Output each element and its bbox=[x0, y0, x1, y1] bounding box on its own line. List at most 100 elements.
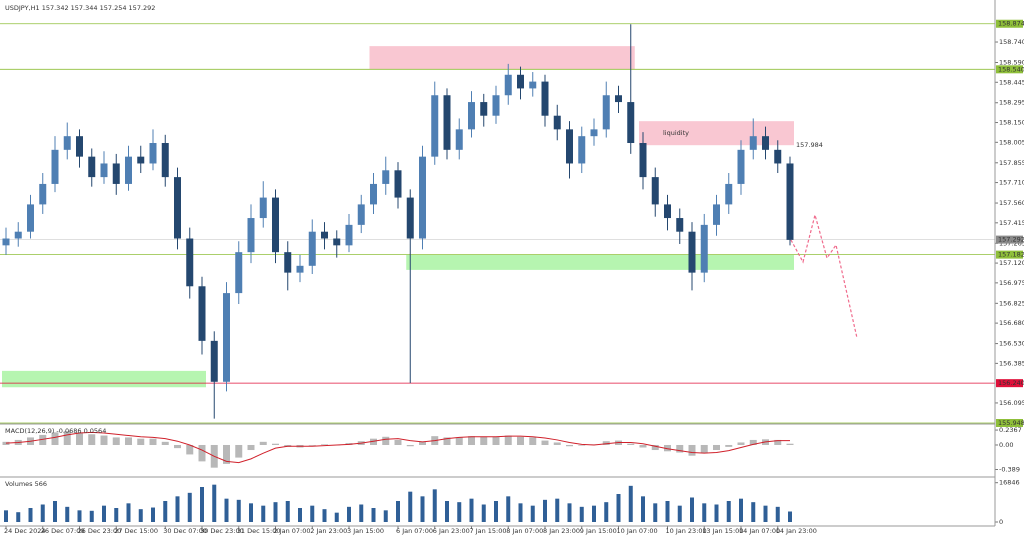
volume-bar bbox=[273, 502, 278, 522]
zone-label: liquidity bbox=[663, 129, 689, 137]
y-tick-label: 0.00 bbox=[999, 441, 1013, 449]
x-tick-label: 8 Jan 23:00 bbox=[543, 527, 580, 535]
volume-bar bbox=[690, 497, 694, 522]
volume-bar bbox=[200, 487, 204, 522]
level-label: 157.182 bbox=[998, 251, 1024, 259]
y-tick-label: 157.120 bbox=[999, 259, 1024, 267]
candle-body bbox=[76, 136, 83, 157]
macd-bar bbox=[149, 438, 157, 445]
candle-body bbox=[443, 95, 451, 150]
volume-bar bbox=[726, 501, 731, 522]
candle-body bbox=[137, 156, 145, 164]
macd-bar bbox=[419, 441, 426, 445]
x-tick-label: 27 Dec 15:00 bbox=[114, 527, 158, 535]
volume-bar bbox=[604, 502, 609, 522]
candle-body bbox=[725, 183, 733, 205]
candle-body bbox=[492, 95, 500, 116]
candle-body bbox=[590, 129, 598, 137]
volume-bar bbox=[334, 512, 339, 522]
volume-bar bbox=[677, 505, 682, 522]
y-tick-label: 156.095 bbox=[999, 399, 1024, 407]
x-tick-label: 24 Dec 2024 bbox=[4, 527, 46, 535]
candle-body bbox=[247, 218, 255, 253]
macd-bar bbox=[553, 442, 561, 445]
candle-body bbox=[210, 340, 218, 382]
x-tick-label: 26 Dec 23:00 bbox=[78, 527, 122, 535]
candle-body bbox=[382, 170, 390, 184]
candle-body bbox=[198, 286, 206, 341]
volume-bar bbox=[102, 505, 106, 522]
volume-bar bbox=[261, 505, 266, 522]
macd-bar bbox=[480, 436, 488, 445]
macd-bar bbox=[198, 444, 206, 462]
macd-bar bbox=[639, 444, 647, 448]
candle-body bbox=[149, 143, 157, 164]
volume-bar bbox=[408, 491, 413, 522]
macd-bar bbox=[664, 444, 671, 452]
candle-body bbox=[541, 81, 549, 116]
candle-body bbox=[27, 204, 34, 232]
macd-bar bbox=[517, 436, 524, 445]
volume-bar bbox=[481, 504, 486, 522]
volume-bar bbox=[543, 499, 547, 522]
candle-body bbox=[357, 204, 365, 225]
volume-bar bbox=[310, 505, 315, 522]
candle-body bbox=[639, 143, 647, 178]
candle-body bbox=[296, 265, 304, 273]
volume-bar bbox=[138, 509, 143, 522]
macd-bar bbox=[259, 441, 267, 445]
volume-bar bbox=[763, 505, 768, 522]
zone bbox=[369, 46, 635, 70]
macd-bar bbox=[578, 444, 586, 446]
level-tag bbox=[996, 379, 1023, 388]
volume-bar bbox=[65, 506, 70, 522]
x-tick-label: 31 Dec 15:00 bbox=[237, 527, 281, 535]
volume-bar bbox=[285, 501, 290, 522]
macd-bar bbox=[406, 444, 414, 447]
y-tick-label: 157.560 bbox=[999, 199, 1024, 207]
zone bbox=[406, 254, 794, 270]
volume-bar bbox=[494, 501, 498, 522]
volume-bar bbox=[249, 503, 253, 522]
y-tick-label: 157.710 bbox=[999, 179, 1024, 187]
macd-bar bbox=[137, 438, 145, 445]
candle-body bbox=[786, 163, 794, 240]
volume-bar bbox=[396, 501, 400, 522]
macd-bar bbox=[700, 444, 708, 454]
volume-bar bbox=[347, 506, 351, 522]
x-tick-label: 14 Jan 23:00 bbox=[776, 527, 817, 535]
volume-bar bbox=[40, 504, 45, 522]
volume-bar bbox=[530, 505, 535, 522]
macd-bar bbox=[651, 444, 659, 451]
volume-bar bbox=[714, 504, 719, 522]
candle-body bbox=[161, 143, 169, 178]
volume-bar bbox=[702, 503, 707, 522]
y-tick-label: 158.445 bbox=[999, 78, 1024, 86]
x-tick-label: 30 Dec 07:00 bbox=[163, 527, 207, 535]
zone-price-label: 157.984 bbox=[796, 141, 823, 149]
candle-body bbox=[333, 238, 341, 246]
candle-body bbox=[468, 102, 475, 130]
volume-bar bbox=[555, 498, 560, 522]
candle-body bbox=[615, 95, 622, 103]
level-label: 158.874 bbox=[998, 20, 1024, 28]
macd-bar bbox=[774, 439, 782, 445]
macd-bar bbox=[749, 439, 757, 445]
volume-bar bbox=[432, 489, 437, 522]
macd-bar bbox=[88, 434, 96, 445]
macd-bar bbox=[63, 431, 71, 445]
candle-body bbox=[713, 204, 720, 225]
x-tick-label: 6 Jan 07:00 bbox=[396, 527, 433, 535]
volume-bar bbox=[77, 510, 82, 522]
x-tick-label: 26 Dec 07:00 bbox=[41, 527, 85, 535]
macd-bar bbox=[786, 443, 794, 445]
volume-bar bbox=[371, 508, 376, 522]
candle-body bbox=[259, 197, 267, 219]
candle-body bbox=[51, 149, 59, 184]
macd-bar bbox=[125, 437, 132, 445]
volume-bar bbox=[616, 494, 621, 522]
macd-bar bbox=[100, 435, 108, 445]
macd-bar bbox=[492, 436, 500, 445]
macd-bar bbox=[112, 437, 120, 445]
candle-body bbox=[321, 231, 328, 239]
